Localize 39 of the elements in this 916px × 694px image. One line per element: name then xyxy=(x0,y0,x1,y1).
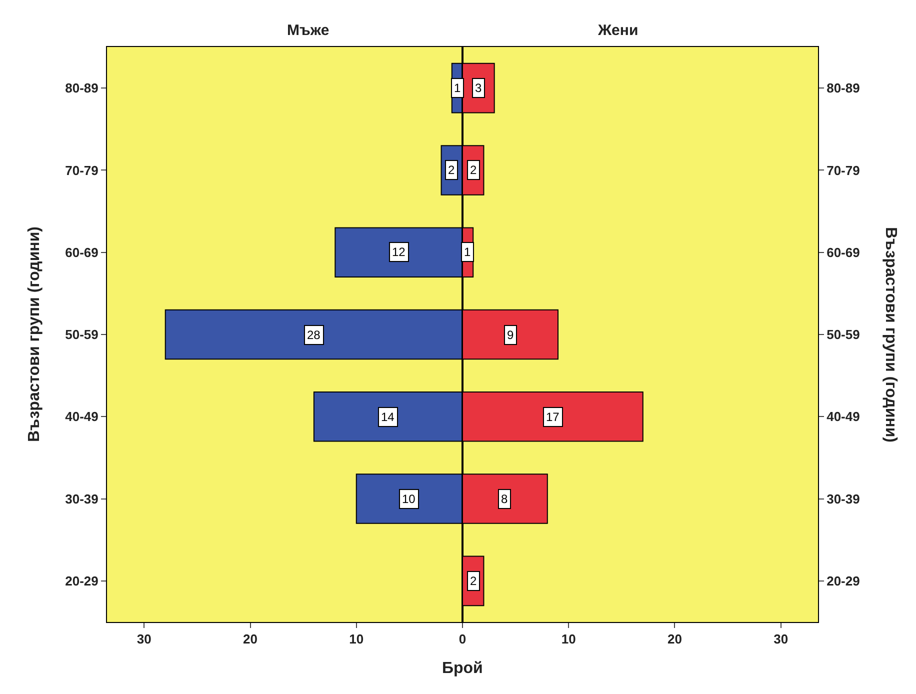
x-tick-label: 10 xyxy=(349,632,364,647)
data-label: 10 xyxy=(402,492,416,506)
y-tick-label: 40-49 xyxy=(826,409,860,424)
y-axis-title: Възрастови групи (години) xyxy=(26,226,43,442)
y-tick-label: 20-29 xyxy=(826,573,860,588)
y-tick-label: 60-69 xyxy=(65,244,98,260)
x-tick-label: 10 xyxy=(561,632,576,647)
data-label: 8 xyxy=(501,492,508,506)
x-tick-label: 30 xyxy=(774,632,788,647)
data-label: 28 xyxy=(307,328,321,342)
x-tick-label: 20 xyxy=(243,632,258,647)
data-label: 2 xyxy=(448,163,455,177)
y-axis-title: Възрастови групи (години) xyxy=(882,227,899,442)
y-tick-label: 30-39 xyxy=(826,491,860,506)
y-tick-label: 60-69 xyxy=(826,244,860,260)
data-label: 2 xyxy=(470,574,477,588)
y-tick-label: 50-59 xyxy=(826,327,860,342)
y-tick-label: 50-59 xyxy=(65,327,98,342)
data-label: 2 xyxy=(470,163,477,177)
y-tick-label: 70-79 xyxy=(65,162,98,178)
y-tick-label: 80-89 xyxy=(826,80,860,96)
y-tick-label: 20-29 xyxy=(65,573,98,588)
chart-title: Мъже xyxy=(287,22,330,39)
data-label: 9 xyxy=(507,328,514,342)
y-tick-label: 40-49 xyxy=(65,409,98,424)
x-tick-label: 20 xyxy=(668,632,682,647)
x-axis-title: Брой xyxy=(442,660,483,677)
chart-title: Жени xyxy=(597,22,638,39)
data-label: 1 xyxy=(454,81,461,95)
y-tick-label: 70-79 xyxy=(826,162,860,178)
data-label: 17 xyxy=(546,410,560,424)
data-label: 1 xyxy=(464,245,471,259)
x-tick-label: 30 xyxy=(136,632,152,647)
data-label: 3 xyxy=(475,81,482,95)
data-label: 12 xyxy=(392,245,406,259)
y-tick-label: 30-39 xyxy=(65,491,98,506)
y-tick-label: 80-89 xyxy=(65,80,98,96)
data-label: 14 xyxy=(381,410,395,424)
x-tick-label: 0 xyxy=(458,632,466,647)
